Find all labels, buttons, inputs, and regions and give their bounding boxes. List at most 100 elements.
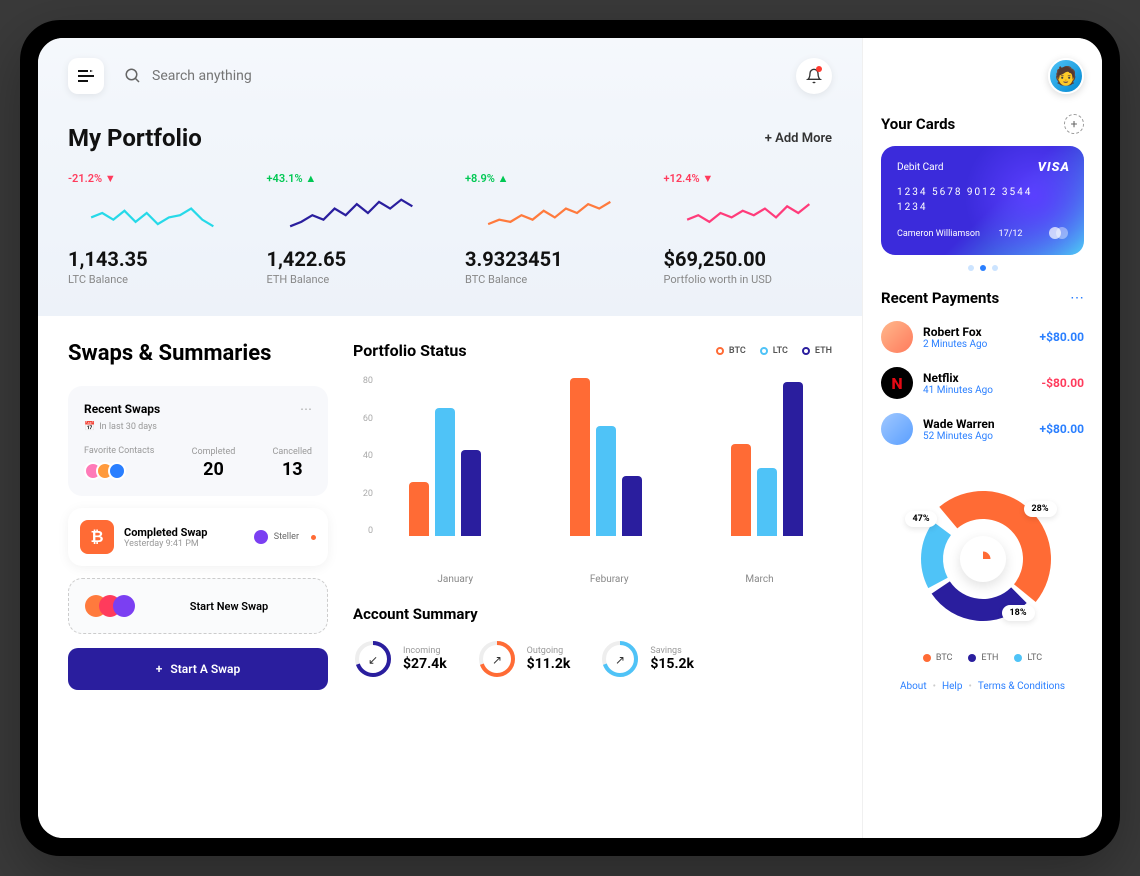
portfolio-label: LTC Balance xyxy=(68,273,237,286)
completed-value: 20 xyxy=(192,459,236,480)
completed-swap-card[interactable]: ₿ Completed Swap Yesterday 9:41 PM Stell… xyxy=(68,508,328,566)
portfolio-title: My Portfolio xyxy=(68,124,202,152)
payment-time: 2 Minutes Ago xyxy=(923,339,1030,350)
month-label: January xyxy=(437,574,473,585)
payment-time: 52 Minutes Ago xyxy=(923,431,1030,442)
add-card-button[interactable]: + xyxy=(1064,114,1084,134)
card-holder-name: Cameron Williamson xyxy=(897,229,980,239)
donut-legend-item: LTC xyxy=(1014,653,1042,663)
start-swap-button[interactable]: + Start A Swap xyxy=(68,648,328,690)
portfolio-section: My Portfolio + Add More -21.2% ▼ 1,143.3… xyxy=(38,114,862,316)
sparkline-chart xyxy=(465,193,634,233)
search-icon xyxy=(124,67,142,85)
bar-ltc xyxy=(757,468,777,536)
body-section: Swaps & Summaries Recent Swaps ⋯ 📅 In la… xyxy=(38,316,862,838)
account-label: Savings xyxy=(650,646,694,656)
favorite-contacts-avatars[interactable] xyxy=(84,462,154,480)
donut-label-47: 47% xyxy=(905,511,938,527)
recent-swaps-more-icon[interactable]: ⋯ xyxy=(300,402,312,416)
payment-name: Robert Fox xyxy=(923,325,1030,339)
card-number-1: 1234 5678 9012 3544 xyxy=(897,187,1068,198)
recent-swaps-card: Recent Swaps ⋯ 📅 In last 30 days Favorit… xyxy=(68,386,328,496)
footer-about[interactable]: About xyxy=(900,681,927,692)
portfolio-card-1[interactable]: +43.1% ▲ 1,422.65 ETH Balance xyxy=(267,172,436,286)
portfolio-value: 3.9323451 xyxy=(465,247,634,271)
account-label: Incoming xyxy=(403,646,447,656)
payment-avatar: N xyxy=(881,367,913,399)
chart-legend: BTCLTCETH xyxy=(716,346,832,356)
bar-eth xyxy=(461,450,481,536)
recent-swaps-title: Recent Swaps xyxy=(84,402,160,416)
portfolio-card-2[interactable]: +8.9% ▲ 3.9323451 BTC Balance xyxy=(465,172,634,286)
completed-label: Completed xyxy=(192,447,236,457)
donut-legend-item: BTC xyxy=(923,653,953,663)
bar-ltc xyxy=(596,426,616,536)
bitcoin-icon: ₿ xyxy=(80,520,114,554)
payments-more-icon[interactable]: ⋯ xyxy=(1070,290,1084,306)
recent-swaps-subtitle: 📅 In last 30 days xyxy=(84,422,312,432)
search-wrap xyxy=(124,67,776,85)
sparkline-chart xyxy=(664,193,833,233)
completed-swap-title: Completed Swap xyxy=(124,526,244,539)
charts-column: Portfolio Status BTCLTCETH 806040200 Jan… xyxy=(353,341,832,813)
start-swap-label: Start A Swap xyxy=(170,662,240,676)
card-pagination[interactable] xyxy=(881,265,1084,271)
add-more-button[interactable]: + Add More xyxy=(765,131,832,146)
payment-name: Wade Warren xyxy=(923,417,1030,431)
notifications-button[interactable] xyxy=(796,58,832,94)
start-new-swap-label: Start New Swap xyxy=(147,600,311,613)
cancelled-value: 13 xyxy=(273,459,312,480)
screen: My Portfolio + Add More -21.2% ▼ 1,143.3… xyxy=(38,38,1102,838)
plus-icon: + xyxy=(156,662,163,676)
contact-avatar[interactable] xyxy=(108,462,126,480)
sparkline-chart xyxy=(267,193,436,233)
search-input[interactable] xyxy=(152,68,776,84)
your-cards-title: Your Cards xyxy=(881,115,955,133)
card-expiry: 17/12 xyxy=(999,229,1023,239)
status-dot-icon xyxy=(311,535,316,540)
bar-btc xyxy=(570,378,590,536)
donut-label-18: 18% xyxy=(1002,605,1035,621)
portfolio-label: BTC Balance xyxy=(465,273,634,286)
payment-row-2[interactable]: Wade Warren52 Minutes Ago +$80.00 xyxy=(881,413,1084,445)
steller-label: Steller xyxy=(274,532,299,542)
portfolio-label: ETH Balance xyxy=(267,273,436,286)
account-ring-icon: ↙ xyxy=(353,639,393,679)
start-new-swap-card[interactable]: Start New Swap xyxy=(68,578,328,634)
portfolio-value: 1,143.35 xyxy=(68,247,237,271)
tablet-frame: My Portfolio + Add More -21.2% ▼ 1,143.3… xyxy=(20,20,1120,856)
payment-name: Netflix xyxy=(923,371,1031,385)
payment-row-1[interactable]: N Netflix41 Minutes Ago -$80.00 xyxy=(881,367,1084,399)
bar-group-1 xyxy=(540,376,671,536)
footer-terms[interactable]: Terms & Conditions xyxy=(978,681,1065,692)
month-label: Feburary xyxy=(590,574,629,585)
account-ring-icon: ↗ xyxy=(477,639,517,679)
portfolio-card-3[interactable]: +12.4% ▼ $69,250.00 Portfolio worth in U… xyxy=(664,172,833,286)
donut-legend: BTCETHLTC xyxy=(881,653,1084,663)
payment-amount: -$80.00 xyxy=(1041,376,1084,390)
footer-help[interactable]: Help xyxy=(942,681,962,692)
swaps-title: Swaps & Summaries xyxy=(68,341,328,366)
donut-chart: 47% 28% 18% xyxy=(903,479,1063,639)
portfolio-change: +12.4% ▼ xyxy=(664,172,833,185)
cancelled-label: Cancelled xyxy=(273,447,312,457)
svg-text:↙: ↙ xyxy=(368,653,378,667)
topbar xyxy=(38,38,862,114)
portfolio-card-0[interactable]: -21.2% ▼ 1,143.35 LTC Balance xyxy=(68,172,237,286)
bar-eth xyxy=(783,382,803,536)
svg-text:↗: ↗ xyxy=(492,653,502,667)
legend-item: BTC xyxy=(716,346,746,356)
portfolio-status-title: Portfolio Status xyxy=(353,341,467,360)
user-avatar[interactable]: 🧑 xyxy=(1048,58,1084,94)
bar-chart: 806040200 xyxy=(353,376,832,556)
legend-item: LTC xyxy=(760,346,788,356)
account-label: Outgoing xyxy=(527,646,571,656)
account-item-0: ↙ Incoming$27.4k xyxy=(353,639,447,679)
mastercard-icon xyxy=(1049,227,1068,239)
recent-payments-title: Recent Payments xyxy=(881,289,999,307)
payment-row-0[interactable]: Robert Fox2 Minutes Ago +$80.00 xyxy=(881,321,1084,353)
menu-button[interactable] xyxy=(68,58,104,94)
donut-center-icon xyxy=(960,536,1006,582)
notification-dot xyxy=(816,66,822,72)
debit-card[interactable]: Debit Card VISA 1234 5678 9012 3544 1234… xyxy=(881,146,1084,255)
